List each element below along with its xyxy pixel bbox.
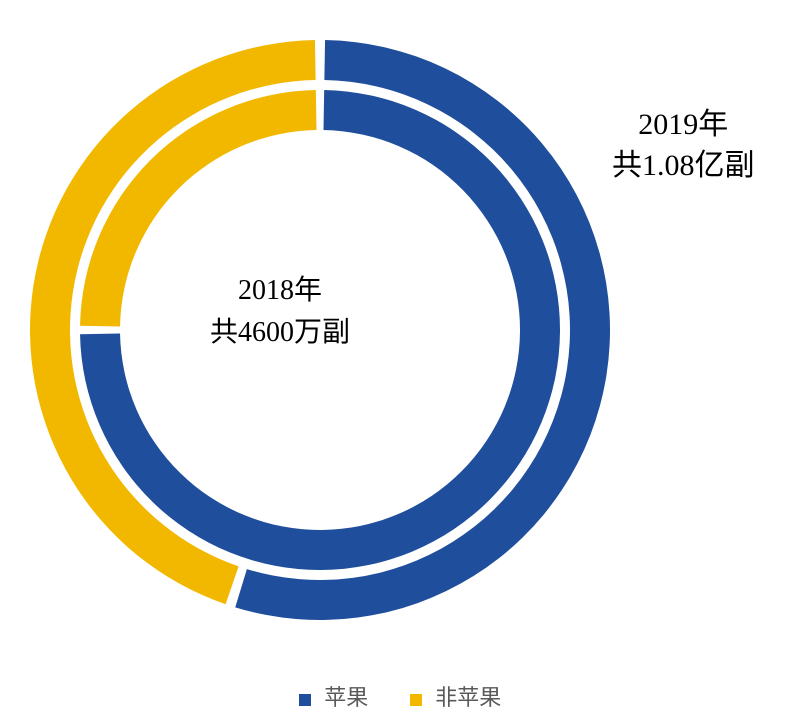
legend-item: 苹果 — [299, 680, 369, 712]
outer-ring-label: 2019年 共1.08亿副 — [612, 105, 755, 186]
inner-ring-label-line2: 共4600万副 — [210, 312, 350, 354]
donut-chart: 2019年 共1.08亿副 2018年 共4600万副 苹果 非苹果 — [0, 0, 800, 727]
inner-ring-label-line1: 2018年 — [210, 270, 350, 312]
legend-swatch — [410, 694, 422, 706]
inner-ring-label: 2018年 共4600万副 — [210, 270, 350, 354]
outer-ring-label-line1: 2019年 — [612, 105, 755, 146]
legend: 苹果 非苹果 — [0, 680, 800, 712]
legend-label: 苹果 — [324, 685, 368, 710]
outer-ring-label-line2: 共1.08亿副 — [612, 146, 755, 187]
legend-swatch — [299, 694, 311, 706]
legend-item: 非苹果 — [410, 680, 502, 712]
legend-label: 非苹果 — [435, 685, 501, 710]
